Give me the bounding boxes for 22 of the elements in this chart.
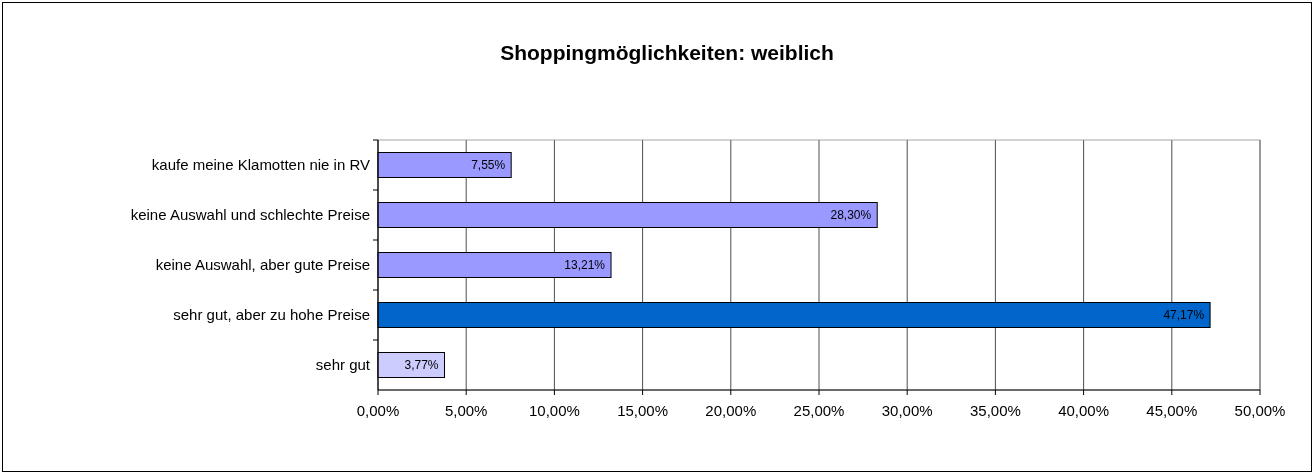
y-tick-label: keine Auswahl, aber gute Preise (155, 256, 370, 274)
x-tick-label: 10,00% (528, 402, 580, 419)
data-label: 13,21% (564, 258, 606, 273)
y-tick-label: keine Auswahl und schlechte Preise (130, 206, 370, 224)
data-label: 3,77% (404, 358, 439, 373)
x-tick-label: 5,00% (444, 402, 488, 419)
x-tick-label: 35,00% (969, 402, 1021, 419)
x-tick-label: 0,00% (356, 402, 400, 419)
x-tick-label: 50,00% (1234, 402, 1286, 419)
data-label: 28,30% (830, 208, 872, 223)
y-tick-label: sehr gut (315, 356, 371, 374)
data-label: 7,55% (471, 158, 506, 173)
data-label: 47,17% (1163, 308, 1205, 323)
chart-title: Shoppingmöglichkeiten: weiblich (500, 41, 834, 64)
y-tick-label: sehr gut, aber zu hohe Preise (173, 306, 370, 324)
x-tick-label: 40,00% (1058, 402, 1110, 419)
x-tick-label: 25,00% (793, 402, 845, 419)
y-tick-label: kaufe meine Klamotten nie in RV (151, 156, 370, 174)
x-tick-label: 45,00% (1146, 402, 1198, 419)
x-tick-label: 30,00% (881, 402, 933, 419)
x-tick-label: 20,00% (705, 402, 757, 419)
x-tick-label: 15,00% (617, 402, 669, 419)
